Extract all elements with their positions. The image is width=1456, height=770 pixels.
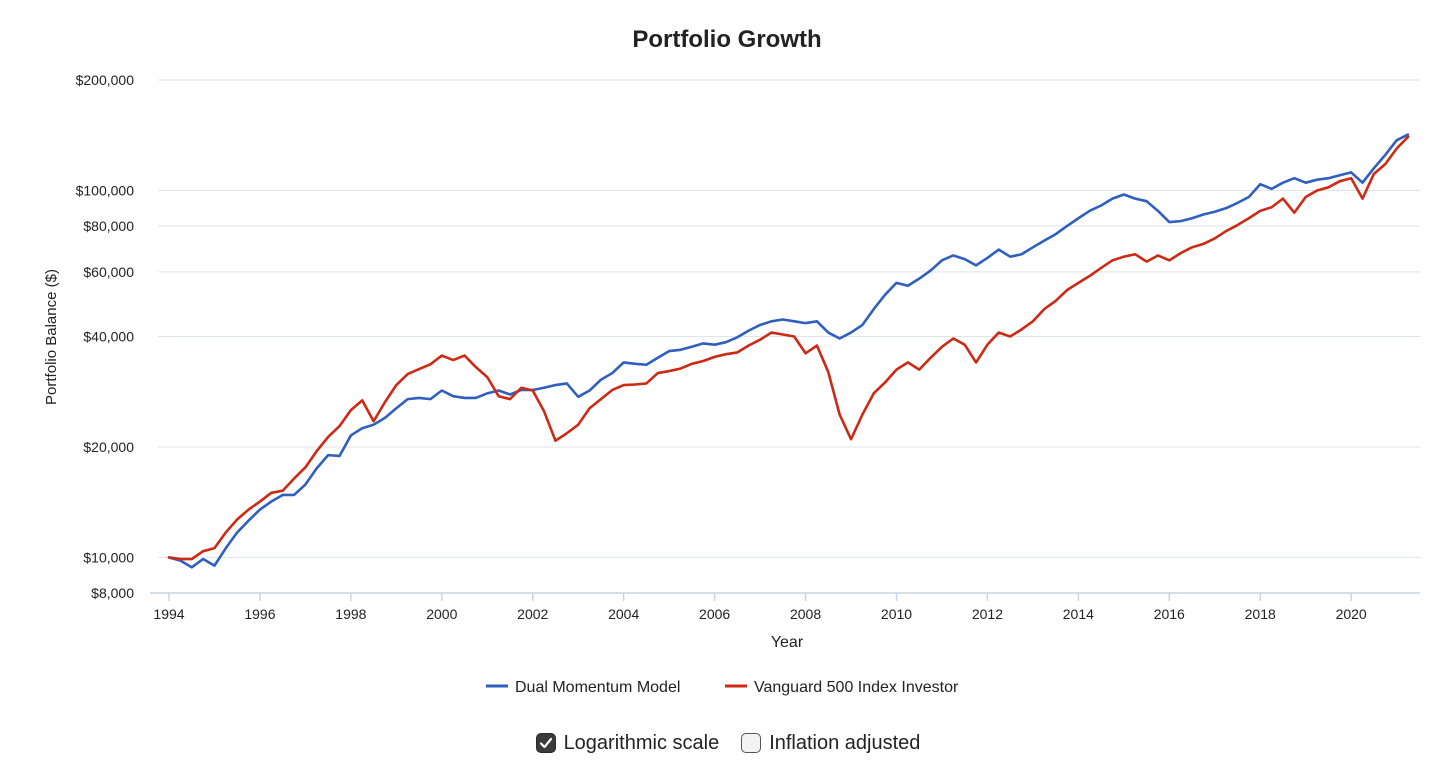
series-line-vanguard-500: [167, 135, 1410, 561]
y-tick-label: $40,000: [83, 329, 134, 345]
gridlines: [158, 79, 1420, 558]
log-scale-label: Logarithmic scale: [563, 731, 720, 754]
x-tick-label: 1998: [335, 606, 366, 622]
x-tick-label: 2014: [1063, 606, 1094, 622]
legend-item-vanguard-500[interactable]: Vanguard 500 Index Investor: [725, 679, 959, 696]
x-tick-label: 2000: [426, 606, 457, 622]
y-tick-label: $10,000: [83, 549, 134, 565]
y-axis: $8,000 $10,000 $20,000 $40,000 $60,000 $80,00…: [76, 72, 135, 601]
inflation-toggle[interactable]: Inflation adjusted: [741, 732, 920, 755]
x-tick-label: 1996: [244, 606, 275, 622]
x-tick-label: 1994: [153, 606, 184, 622]
x-tick-label: 2004: [608, 606, 639, 622]
legend-label: Vanguard 500 Index Investor: [754, 679, 959, 696]
y-tick-label: $100,000: [76, 182, 135, 198]
x-tick-label: 2020: [1336, 606, 1367, 622]
inflation-checkbox[interactable]: [741, 733, 762, 753]
x-tick-label: 2018: [1245, 606, 1276, 622]
x-axis: 1994 1996 1998 2000 2002 2004 2006 2008 2010 2012…: [150, 592, 1420, 622]
legend-item-dual-momentum[interactable]: Dual Momentum Model: [486, 679, 680, 696]
legend-label: Dual Momentum Model: [515, 679, 680, 696]
y-tick-label: $60,000: [83, 264, 134, 280]
checkmark-icon: [539, 737, 552, 749]
x-tick-label: 2016: [1154, 606, 1185, 622]
chart-options: Logarithmic scale Inflation adjusted: [0, 726, 1456, 760]
series-line-dual-momentum: [167, 133, 1410, 569]
x-tick-label: 2006: [699, 606, 730, 622]
legend[interactable]: Dual Momentum Model Vanguard 500 Index In…: [486, 679, 959, 696]
inflation-label: Inflation adjusted: [769, 731, 921, 754]
chart-title: Portfolio Growth: [632, 26, 821, 53]
y-tick-label: $8,000: [91, 585, 134, 601]
x-tick-label: 2002: [517, 606, 548, 622]
y-tick-label: $20,000: [83, 439, 134, 455]
series-lines: [167, 133, 1410, 569]
log-scale-checkbox[interactable]: [535, 733, 556, 753]
x-axis-label: Year: [771, 634, 804, 651]
log-scale-toggle[interactable]: Logarithmic scale: [535, 731, 720, 755]
y-tick-label: $80,000: [83, 218, 134, 234]
x-tick-label: 2012: [972, 606, 1003, 622]
x-tick-label: 2010: [881, 606, 912, 622]
x-tick-label: 2008: [790, 606, 821, 622]
y-axis-label: Portfolio Balance ($): [43, 269, 60, 405]
y-tick-label: $200,000: [76, 72, 135, 88]
